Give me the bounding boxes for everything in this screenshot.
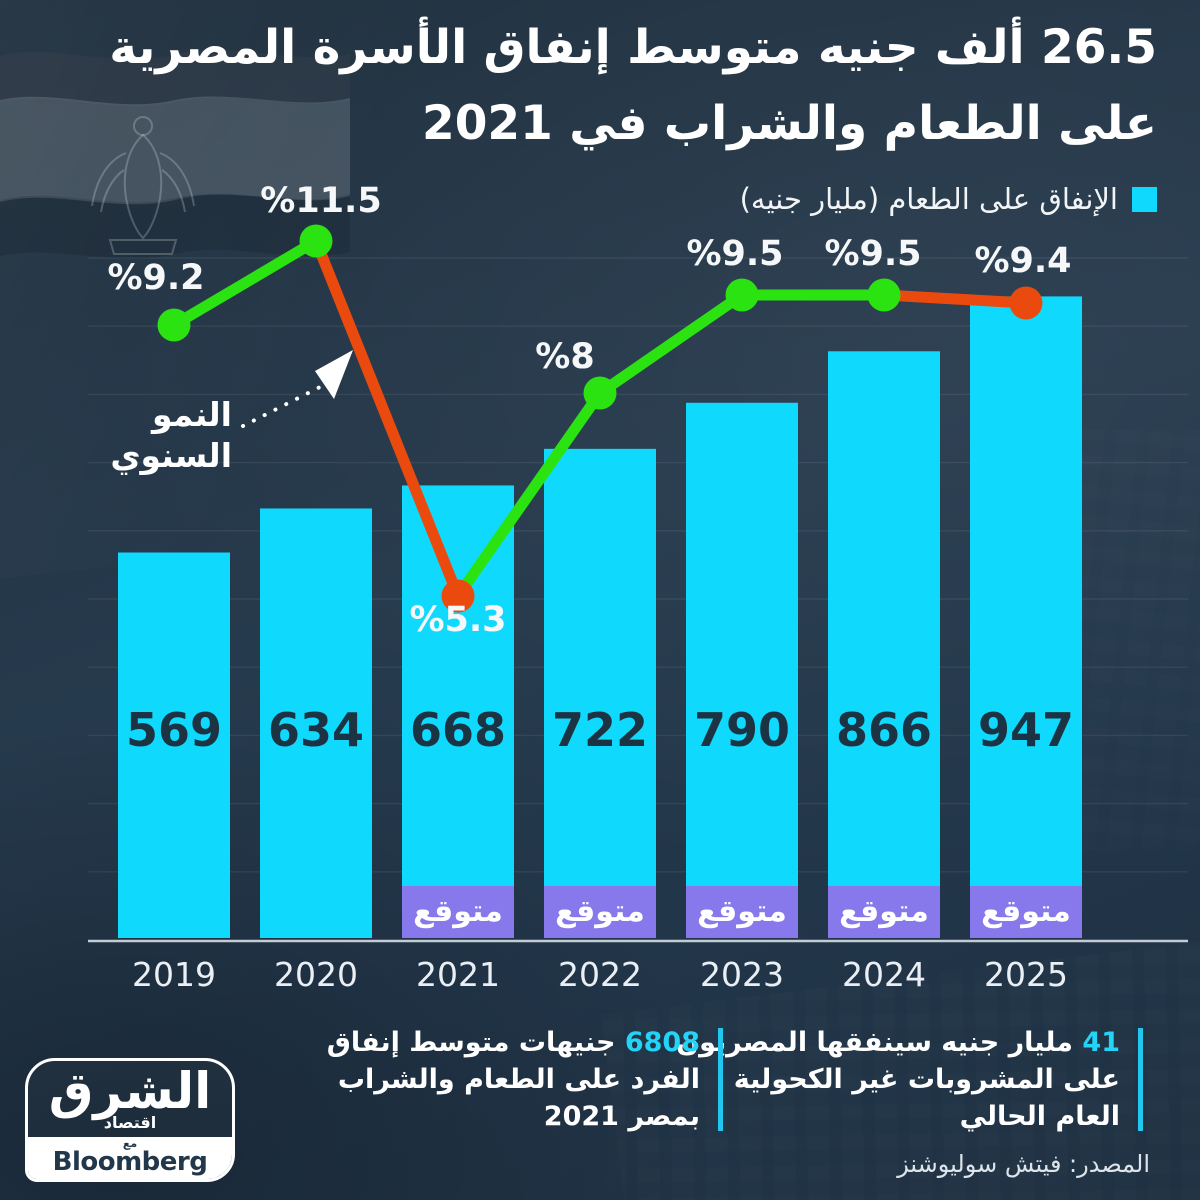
bar-2021 <box>402 485 514 938</box>
expected-badge-label: متوقع <box>555 894 645 929</box>
bar-value-label: 569 <box>126 703 222 757</box>
growth-point-2019 <box>157 308 191 342</box>
growth-point-label: %8 <box>535 337 594 377</box>
bar-2024 <box>828 351 940 938</box>
growth-point-2025 <box>1009 286 1043 320</box>
stat-value: 6808 <box>624 1027 700 1058</box>
expected-badge-label: متوقع <box>981 894 1071 929</box>
growth-line-segment-2022 <box>452 387 606 602</box>
growth-point-2020 <box>299 224 333 258</box>
growth-point-label: %9.2 <box>107 258 204 298</box>
bar-value-label: 947 <box>978 703 1074 757</box>
growth-line-segment-2020 <box>168 235 322 331</box>
growth-point-2024 <box>867 278 901 312</box>
stat-callouts: 41 مليار جنيه سينفقها المصريون على المشر… <box>0 1024 1200 1144</box>
growth-point-label: %9.5 <box>824 234 921 274</box>
expected-badge <box>686 886 798 938</box>
x-axis-label: 2019 <box>132 955 216 994</box>
expected-badge <box>828 886 940 938</box>
logo-partner-wordmark: Bloomberg <box>52 1147 208 1177</box>
stat-line: العام الحالي <box>959 1101 1120 1132</box>
stat-accent-rule <box>1138 1028 1143 1131</box>
x-axis-label: 2020 <box>274 955 358 994</box>
bar-value-label: 722 <box>552 703 648 757</box>
logo-subtitle: اقتصاد <box>103 1112 157 1132</box>
annotation-line-1: النمو <box>152 395 232 434</box>
title-line-1: 26.5 ألف جنيه متوسط إنفاق الأسرة المصرية <box>109 20 1157 75</box>
stat-line: على المشروبات غير الكحولية <box>733 1064 1120 1095</box>
stat-line: بمصر 2021 <box>543 1101 700 1132</box>
stat-line: الفرد على الطعام والشراب <box>337 1064 700 1095</box>
expected-badge-label: متوقع <box>839 894 929 929</box>
bar-value-label: 790 <box>694 703 790 757</box>
growth-point-label: %9.5 <box>686 234 783 274</box>
expected-badge-label: متوقع <box>413 894 503 929</box>
annual-growth-annotation: النمو السنوي <box>78 394 232 476</box>
legend-label: الإنفاق على الطعام (مليار جنيه) <box>739 182 1118 216</box>
logo-bloomberg-strip: مع Bloomberg <box>28 1137 232 1179</box>
growth-point-label: %9.4 <box>974 241 1071 281</box>
x-axis-label: 2022 <box>558 955 642 994</box>
bar-2019 <box>118 552 230 938</box>
annotation-dotted-line <box>241 382 328 428</box>
stat-value: 41 <box>1082 1027 1120 1058</box>
source-credit: المصدر: فيتش سوليوشنز <box>897 1150 1150 1178</box>
growth-point-2022 <box>583 376 617 410</box>
growth-point-label: %11.5 <box>260 181 381 221</box>
bar-value-label: 866 <box>836 703 932 757</box>
logo-top: الشرق اقتصاد <box>28 1061 232 1137</box>
logo-with-word: مع <box>122 1137 138 1150</box>
legend-swatch-icon <box>1132 186 1157 212</box>
x-axis-label: 2023 <box>700 955 784 994</box>
x-axis-label: 2024 <box>842 955 926 994</box>
stat-nonalcoholic-drinks: 41 مليار جنيه سينفقها المصريون على المشر… <box>676 1024 1143 1135</box>
x-axis-label: 2025 <box>984 955 1068 994</box>
stat-text: 41 مليار جنيه سينفقها المصريون على المشر… <box>676 1024 1120 1135</box>
expected-badge <box>970 886 1082 938</box>
bar-value-label: 634 <box>268 703 364 757</box>
stat-accent-rule <box>718 1028 723 1131</box>
bar-2020 <box>260 508 372 938</box>
expected-badge-label: متوقع <box>697 894 787 929</box>
stat-line: 41 مليار جنيه سينفقها المصريون <box>676 1027 1120 1058</box>
logo-arabic-wordmark: الشرق <box>48 1061 212 1120</box>
x-axis-label: 2021 <box>416 955 500 994</box>
page-title: 26.5 ألف جنيه متوسط إنفاق الأسرة المصرية… <box>109 10 1157 162</box>
growth-point-2021 <box>441 579 475 613</box>
stat-text: 6808 جنيهات متوسط إنفاق الفرد على الطعام… <box>327 1024 700 1135</box>
growth-line-segment-2025 <box>878 289 1032 309</box>
title-line-2: على الطعام والشراب في 2021 <box>422 96 1157 151</box>
bar-2023 <box>686 402 798 938</box>
legend: الإنفاق على الطعام (مليار جنيه) <box>740 182 1157 216</box>
bar-2022 <box>544 448 656 938</box>
growth-line-segment-2023 <box>594 289 748 399</box>
growth-point-2023 <box>725 278 759 312</box>
annotation-arrowhead-icon <box>315 350 353 399</box>
expected-badge <box>544 886 656 938</box>
expected-badge <box>402 886 514 938</box>
title-number: 26.5 <box>1041 20 1157 75</box>
bar-value-label: 668 <box>410 703 506 757</box>
growth-line-segment-2021 <box>310 235 464 602</box>
stat-line: 6808 جنيهات متوسط إنفاق <box>326 1027 700 1058</box>
growth-point-label: %5.3 <box>409 600 506 640</box>
asharq-bloomberg-logo: الشرق اقتصاد مع Bloomberg <box>25 1058 235 1182</box>
annotation-line-2: السنوي <box>110 436 232 475</box>
bar-2025 <box>970 296 1082 939</box>
stat-per-capita-spending: 6808 جنيهات متوسط إنفاق الفرد على الطعام… <box>327 1024 723 1135</box>
